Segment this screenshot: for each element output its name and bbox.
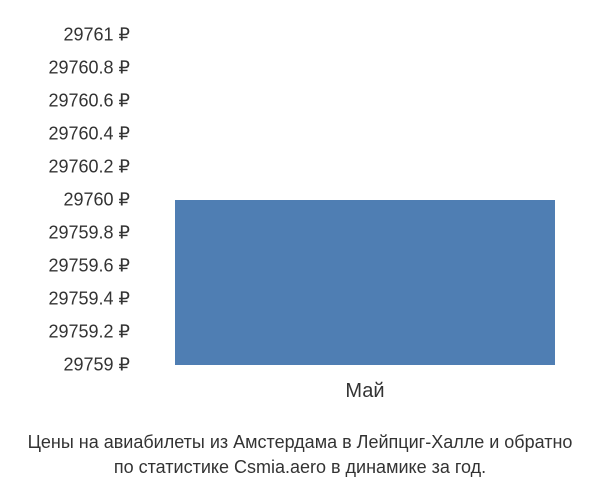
y-tick-label: 29760.2 ₽ (48, 157, 130, 178)
y-tick-label: 29759.6 ₽ (48, 256, 130, 277)
bar (175, 200, 555, 365)
y-tick-label: 29760.4 ₽ (48, 124, 130, 145)
y-tick-label: 29760.6 ₽ (48, 91, 130, 112)
y-tick-label: 29759.8 ₽ (48, 223, 130, 244)
price-chart: 29761 ₽ 29760.8 ₽ 29760.6 ₽ 29760.4 ₽ 29760.… (0, 20, 600, 380)
y-tick-label: 29760 ₽ (63, 190, 130, 211)
y-tick-label: 29759 ₽ (63, 355, 130, 376)
y-tick-label: 29761 ₽ (63, 25, 130, 46)
plot-area: Май (175, 20, 555, 380)
x-axis-label: Май (345, 380, 384, 403)
caption-line-1: Цены на авиабилеты из Амстердама в Лейпц… (0, 430, 600, 455)
y-tick-label: 29759.2 ₽ (48, 322, 130, 343)
y-tick-label: 29760.8 ₽ (48, 58, 130, 79)
y-axis: 29761 ₽ 29760.8 ₽ 29760.6 ₽ 29760.4 ₽ 29760.… (0, 20, 140, 380)
y-tick-label: 29759.4 ₽ (48, 289, 130, 310)
caption-line-2: по статистике Csmia.aero в динамике за г… (0, 455, 600, 480)
chart-caption: Цены на авиабилеты из Амстердама в Лейпц… (0, 430, 600, 480)
